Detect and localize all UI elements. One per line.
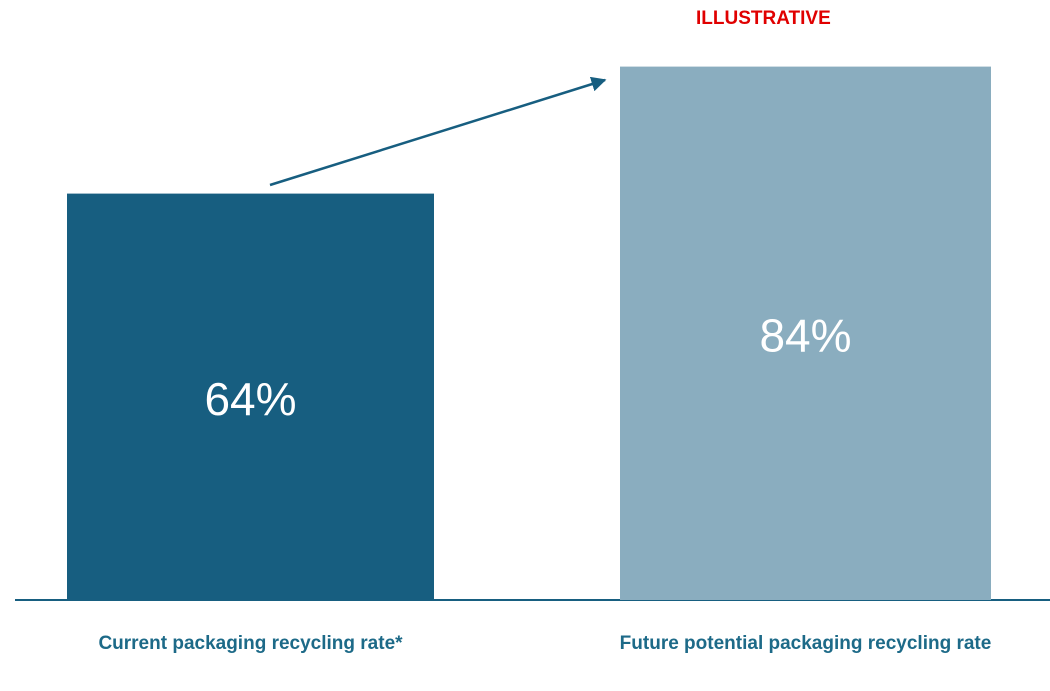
value-label: 64% xyxy=(204,373,296,425)
category-label: Future potential packaging recycling rat… xyxy=(619,633,992,654)
bar xyxy=(620,66,991,601)
value-label: 84% xyxy=(759,309,851,361)
annotation: ILLUSTRATIVE xyxy=(696,8,831,29)
bar xyxy=(67,193,434,600)
category-label: Current packaging recycling rate* xyxy=(98,633,403,654)
trend-arrow xyxy=(269,76,607,187)
